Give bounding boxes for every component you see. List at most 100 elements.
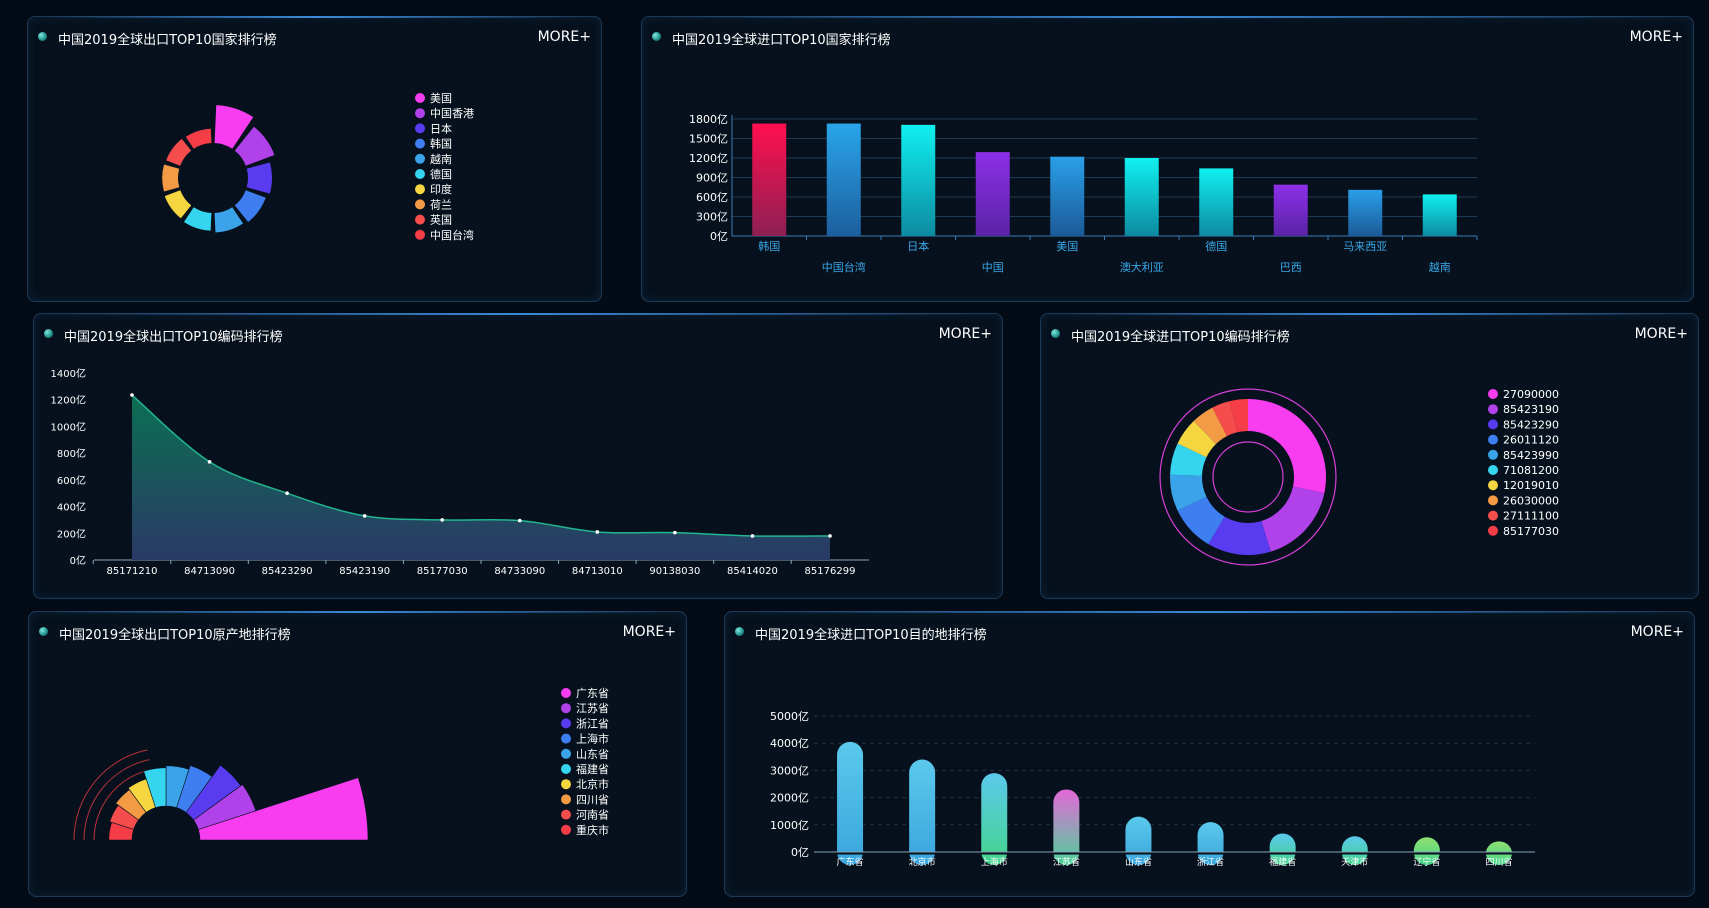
data-point (595, 530, 600, 534)
legend-marker (1488, 480, 1498, 491)
x-tick-label: 85171210 (107, 566, 158, 577)
panel-title: 中国2019全球出口TOP10原产地排行榜 (59, 628, 291, 643)
legend-marker (415, 93, 425, 103)
legend-marker (415, 169, 425, 179)
legend-label: 越南 (430, 152, 452, 166)
legend-label: 江苏省 (576, 702, 609, 715)
data-point (750, 534, 755, 538)
more-link[interactable]: MORE+ (1630, 624, 1684, 640)
donut-sector (1229, 399, 1248, 433)
x-tick-label: 江苏省 (1053, 856, 1080, 868)
x-tick-label: 广东省 (837, 856, 864, 868)
outer-ring (1159, 388, 1337, 566)
y-tick-label: 1200亿 (51, 394, 86, 407)
rose-sector (197, 777, 369, 841)
donut-sector (1170, 474, 1207, 511)
x-tick-label: 马来西亚 (1343, 240, 1387, 253)
legend-label: 美国 (430, 92, 452, 105)
y-tick-label: 800亿 (57, 447, 86, 460)
area-fill (132, 395, 830, 560)
legend-marker (561, 718, 571, 729)
legend-label: 浙江省 (576, 717, 609, 730)
y-tick-label: 200亿 (57, 527, 86, 540)
legend-marker (415, 153, 425, 164)
legend-label: 德国 (430, 167, 452, 181)
legend-marker (1488, 495, 1498, 506)
bar (1341, 836, 1368, 865)
more-link[interactable]: MORE+ (1629, 29, 1683, 45)
rose-sector (162, 164, 180, 192)
x-tick-label: 84713010 (572, 566, 623, 577)
more-link[interactable]: MORE+ (1634, 326, 1688, 342)
legend-label: 河南省 (576, 809, 609, 822)
legend-marker (1488, 510, 1498, 521)
legend-label: 26030000 (1503, 494, 1559, 507)
inner-ring (1212, 441, 1284, 513)
area-line (131, 394, 831, 537)
title-dot-icon (44, 329, 53, 338)
data-point (517, 518, 522, 523)
data-point (207, 460, 212, 464)
y-tick-label: 300亿 (696, 211, 728, 224)
y-tick-label: 0亿 (70, 554, 86, 567)
x-tick-label: 85423190 (339, 566, 390, 577)
rose-sector (165, 765, 190, 809)
more-link[interactable]: MORE+ (622, 624, 676, 640)
legend-label: 英国 (430, 213, 452, 227)
donut-sector (1170, 443, 1207, 476)
data-point (828, 534, 832, 538)
legend-label: 广东省 (576, 687, 609, 700)
rose-sector (185, 764, 242, 821)
bar (1348, 189, 1383, 236)
title-dot-icon (1051, 329, 1060, 338)
rose-sector (184, 207, 212, 231)
bar (1413, 837, 1440, 865)
legend-marker (561, 809, 571, 820)
legend-label: 四川省 (576, 793, 609, 806)
legend-marker (1488, 419, 1498, 430)
rose-sector (127, 778, 156, 813)
rose-sector (166, 138, 192, 166)
title-dot-icon (39, 627, 48, 636)
legend-label: 福建省 (576, 762, 609, 776)
legend-marker (561, 703, 571, 714)
bar (826, 123, 861, 236)
legend-label: 12019010 (1503, 479, 1559, 492)
y-tick-label: 1400亿 (51, 367, 86, 380)
panel-title: 中国2019全球进口TOP10目的地排行榜 (755, 628, 987, 643)
more-link[interactable]: MORE+ (938, 326, 992, 342)
panel-import-country: 中国2019全球进口TOP10国家排行榜 MORE+ 0亿 300亿 600亿 900… (641, 16, 1694, 302)
panel-import-destination: 中国2019全球进口TOP10目的地排行榜 MORE+ 0亿 1000亿 2000亿… (724, 611, 1695, 897)
x-tick-label: 上海市 (981, 856, 1008, 868)
x-tick-label: 越南 (1429, 260, 1451, 274)
y-tick-label: 400亿 (57, 501, 86, 514)
panel-title: 中国2019全球进口TOP10编码排行榜 (1071, 330, 1290, 345)
x-tick-label: 福建省 (1269, 856, 1296, 868)
data-point (440, 518, 445, 522)
export-code-area-chart: 0亿 200亿 400亿 600亿 800亿 1000亿 1200亿 1400亿 8517121… (51, 367, 869, 577)
y-tick-label: 600亿 (696, 191, 728, 204)
x-tick-label: 84713090 (184, 566, 235, 577)
title-dot-icon (735, 627, 744, 636)
y-tick-label: 2000亿 (770, 792, 809, 805)
rose-sector (214, 105, 254, 149)
bar (1050, 156, 1085, 236)
x-tick-label: 北京市 (909, 856, 936, 868)
legend-label: 重庆市 (576, 823, 609, 837)
y-tick-label: 1000亿 (51, 420, 86, 433)
legend-marker (561, 748, 571, 759)
legend-marker (561, 764, 571, 774)
x-tick-label: 中国台湾 (822, 260, 866, 274)
legend-label: 中国香港 (430, 107, 474, 120)
x-tick-label: 德国 (1205, 239, 1227, 253)
y-tick-label: 5000亿 (770, 710, 809, 723)
rose-sector (234, 126, 275, 166)
panel-title: 中国2019全球出口TOP10国家排行榜 (58, 33, 277, 48)
bar (1273, 184, 1308, 236)
donut-sector (1177, 421, 1216, 458)
more-link[interactable]: MORE+ (537, 29, 591, 45)
rose-sector (164, 190, 192, 219)
legend-label: 27111100 (1503, 510, 1559, 523)
bar (909, 759, 936, 865)
